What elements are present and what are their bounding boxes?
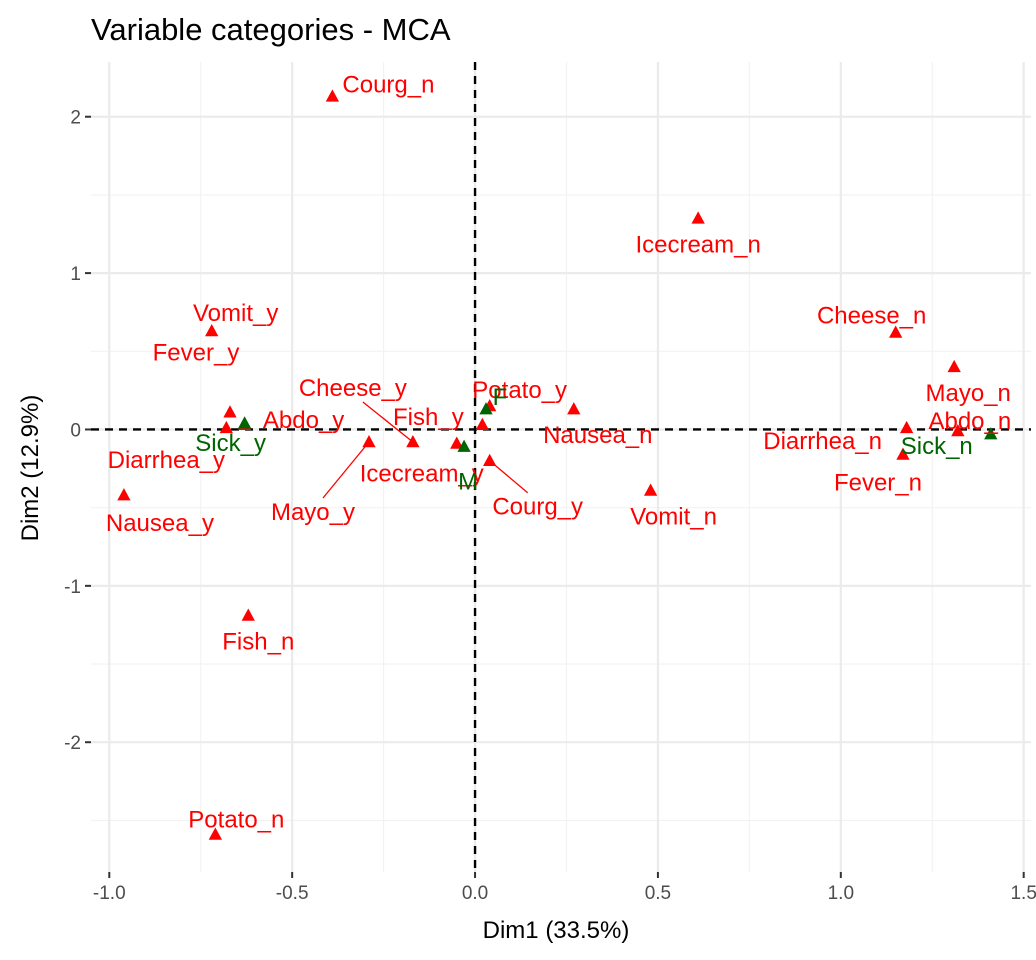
- x-tick-label: -0.5: [276, 883, 309, 904]
- point-label-mayo_n: Mayo_n: [925, 380, 1010, 407]
- point-label-diarrhea_n: Diarrhea_n: [763, 428, 882, 455]
- point-label-courg_y: Courg_y: [492, 494, 583, 521]
- y-tick-label: -2: [64, 733, 81, 754]
- point-label-vomit_y: Vomit_y: [193, 300, 278, 327]
- x-tick-label: 1.0: [828, 883, 854, 904]
- point-label-sick_n: Sick_n: [901, 433, 973, 460]
- label-segments: [322, 401, 529, 499]
- x-tick-label: 0.5: [645, 883, 671, 904]
- axes: -1.0 -0.5 0.0 0.5 1.0 1.5 -2 -1 0 1 2: [64, 108, 1036, 904]
- point-marker-f: [479, 402, 493, 415]
- point-label-m: M: [458, 469, 478, 496]
- point-label-icecream_y: Icecream_y: [360, 461, 484, 488]
- point-marker-fever_n: [896, 447, 910, 460]
- y-axis-title: Dim2 (12.9%): [17, 395, 44, 542]
- plot-panel: [91, 62, 1031, 872]
- label-segment-mayo_y: [322, 441, 370, 499]
- point-marker-vomit_n: [643, 483, 658, 496]
- point-marker-cheese_n: [889, 325, 903, 338]
- point-marker-fish_y: [475, 417, 490, 431]
- x-axis-title: Dim1 (33.5%): [483, 917, 630, 944]
- x-tick-label: -1.0: [93, 883, 126, 904]
- point-marker-icecream_y: [450, 436, 464, 449]
- point-label-mayo_y: Mayo_y: [271, 499, 355, 526]
- point-marker-m: [457, 439, 471, 452]
- point-label-icecream_n: Icecream_n: [635, 231, 760, 258]
- label-segment-cheese_y: [362, 401, 414, 443]
- labels-layer: Courg_n Icecream_n Vomit_y Cheese_n Mayo_n Fe…: [106, 71, 1011, 833]
- point-label-cheese_y: Cheese_y: [299, 375, 407, 402]
- point-label-cheese_n: Cheese_n: [817, 303, 926, 330]
- point-label-potato_n: Potato_n: [188, 806, 284, 833]
- point-marker-diarrhea_y: [219, 420, 233, 434]
- point-marker-diarrhea_n: [899, 420, 914, 434]
- point-marker-nausea_y: [117, 488, 131, 501]
- point-label-abdo_n: Abdo_n: [928, 408, 1011, 435]
- point-label-nausea_n: Nausea_n: [543, 422, 652, 449]
- point-marker-mayo_y: [362, 434, 376, 448]
- y-tick-label: 2: [70, 108, 81, 129]
- point-marker-icecream_n: [691, 211, 705, 224]
- chart-title: Variable categories - MCA: [91, 12, 451, 47]
- point-marker-abdo_n: [951, 424, 965, 437]
- point-label-fish_n: Fish_n: [222, 629, 294, 656]
- y-tick-label: -1: [64, 577, 81, 598]
- point-label-potato_y: Potato_y: [472, 377, 567, 404]
- point-marker-potato_n: [208, 827, 223, 840]
- point-label-fever_y: Fever_y: [153, 339, 240, 366]
- point-label-sick_y: Sick_y: [195, 430, 266, 457]
- point-marker-nausea_n: [567, 402, 581, 415]
- point-label-diarrhea_y: Diarrhea_y: [108, 447, 225, 474]
- point-marker-courg_n: [325, 89, 340, 102]
- point-marker-cheese_y: [406, 434, 420, 448]
- point-marker-fish_n: [241, 608, 255, 621]
- point-label-courg_n: Courg_n: [342, 71, 434, 98]
- point-label-fever_n: Fever_n: [834, 469, 922, 496]
- point-label-abdo_y: Abdo_y: [263, 407, 344, 434]
- y-tick-label: 0: [70, 420, 81, 441]
- point-marker-fever_y: [223, 405, 237, 418]
- point-label-f: F: [493, 384, 508, 411]
- x-tick-label: 0.0: [462, 883, 488, 904]
- point-label-nausea_y: Nausea_y: [106, 510, 214, 537]
- point-label-vomit_n: Vomit_n: [630, 503, 717, 530]
- label-segment-courg_y: [489, 460, 529, 494]
- point-marker-sick_n: [984, 427, 998, 440]
- y-tick-label: 1: [70, 264, 81, 285]
- point-label-fish_y: Fish_y: [393, 404, 464, 431]
- point-marker-vomit_y: [205, 323, 219, 337]
- x-tick-label: 1.5: [1010, 883, 1036, 904]
- point-marker-mayo_n: [947, 359, 961, 373]
- point-marker-sick_y: [237, 416, 252, 429]
